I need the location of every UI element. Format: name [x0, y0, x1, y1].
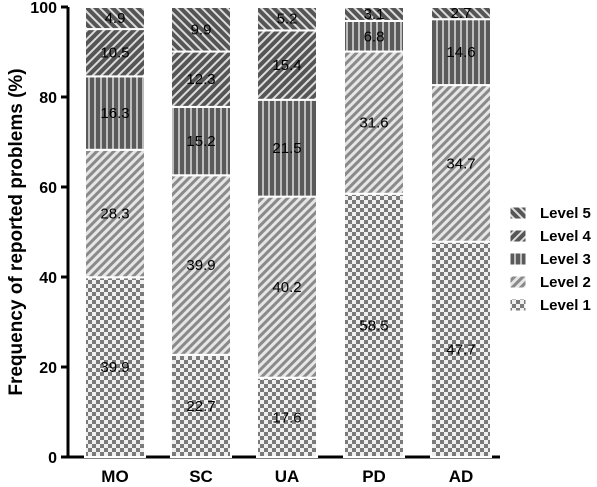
x-tick-label: SC	[189, 467, 213, 486]
bar-segment-level-1	[256, 376, 318, 459]
legend-label: Level 1	[540, 297, 591, 314]
bar-segment-level-3	[430, 18, 492, 87]
bar-segment-level-1	[430, 240, 492, 458]
bar-segment-level-4	[170, 50, 232, 108]
legend-label: Level 3	[540, 251, 591, 268]
data-label: 47.7	[446, 341, 475, 358]
legend-swatch	[509, 298, 527, 312]
y-tick-label: 100	[30, 0, 57, 17]
bar-segment-level-3	[343, 19, 405, 53]
data-label: 22.7	[186, 398, 215, 415]
bar-segment-level-4	[256, 29, 318, 101]
y-tick-label: 40	[39, 270, 57, 287]
legend-label: Level 2	[540, 274, 591, 291]
bar-segment-level-1	[84, 276, 146, 458]
data-labels-group: 39.9 28.3 16.3 10.5 4.9 22.7 39.9 15.2 12.3 9.9 17…	[100, 5, 475, 426]
legend-swatch	[509, 275, 527, 289]
bar-segment-level-3	[84, 75, 146, 151]
category-labels-group: MO SC UA PD AD	[101, 467, 473, 486]
bar-segment-level-5	[256, 6, 318, 32]
data-label: 15.2	[186, 133, 215, 150]
bars-group	[84, 6, 492, 459]
y-tick-label: 0	[48, 450, 57, 467]
bar-segment-level-5	[84, 6, 146, 31]
data-label: 58.5	[359, 317, 388, 334]
x-tick-label: PD	[362, 467, 386, 486]
data-label: 10.5	[100, 45, 129, 62]
bar-segment-level-1	[343, 192, 405, 458]
legend-swatch	[509, 229, 527, 243]
data-label: 16.3	[100, 105, 129, 122]
bar-segment-level-2	[343, 50, 405, 195]
bar-segment-level-5	[343, 6, 405, 22]
x-tick-label: UA	[275, 467, 300, 486]
data-label: 17.6	[272, 409, 301, 426]
x-tick-label: MO	[101, 467, 128, 486]
data-label: 5.2	[277, 11, 298, 28]
legend-swatch	[509, 206, 527, 220]
data-label: 39.9	[100, 359, 129, 376]
y-axis-label: Frequency of reported problems (%)	[6, 68, 27, 395]
data-label: 14.6	[446, 44, 475, 61]
data-label: 39.9	[186, 257, 215, 274]
data-label: 4.9	[105, 10, 126, 27]
data-label: 40.2	[272, 279, 301, 296]
bar-segment-level-5	[430, 6, 492, 21]
data-label: 34.7	[446, 155, 475, 172]
legend-swatch	[509, 252, 527, 266]
x-tick-label: AD	[449, 467, 474, 486]
data-label: 31.6	[359, 115, 388, 132]
data-label: 15.4	[272, 57, 301, 74]
y-tick-label: 60	[39, 180, 57, 197]
data-label: 2.7	[451, 5, 472, 22]
data-label: 3.1	[364, 6, 385, 23]
bar-segment-level-2	[256, 195, 318, 379]
y-tick-label: 20	[39, 360, 57, 377]
legend-label: Level 4	[540, 228, 592, 245]
bar-segment-level-5	[170, 6, 232, 53]
y-tick-label: 80	[39, 90, 57, 107]
y-axis-title: Frequency of reported problems (%)	[6, 68, 27, 395]
data-label: 21.5	[272, 140, 301, 157]
legend: Level 5 Level 4 Level 3 Level 2 Level 1	[509, 205, 592, 314]
data-label: 9.9	[191, 21, 212, 38]
legend-label: Level 5	[540, 205, 591, 222]
data-label: 28.3	[100, 206, 129, 223]
data-label: 12.3	[186, 71, 215, 88]
data-label: 6.8	[364, 28, 385, 45]
